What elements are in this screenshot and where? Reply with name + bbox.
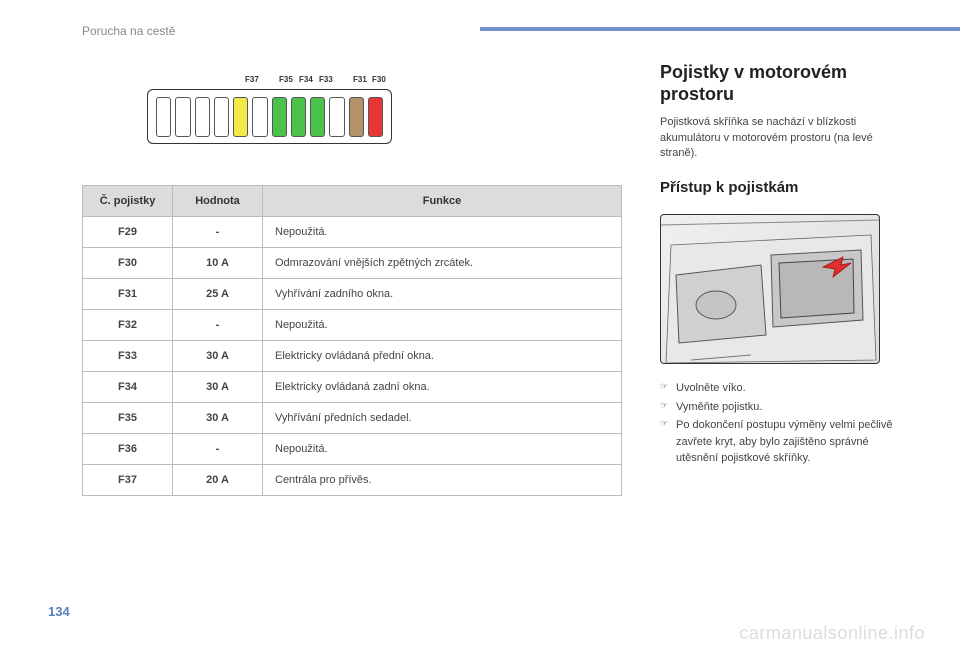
- table-cell: 30 A: [173, 372, 263, 403]
- table-cell: 25 A: [173, 279, 263, 310]
- fuse-label: F31: [353, 75, 367, 84]
- bullet-text: Vyměňte pojistku.: [676, 399, 762, 416]
- table-cell: Elektricky ovládaná přední okna.: [263, 341, 622, 372]
- fuse-slot: [272, 97, 287, 137]
- fuse-slot: [175, 97, 190, 137]
- table-row: F3125 AVyhřívání zadního okna.: [83, 279, 622, 310]
- table-cell: F32: [83, 310, 173, 341]
- table-row: F3430 AElektricky ovládaná zadní okna.: [83, 372, 622, 403]
- table-cell: F33: [83, 341, 173, 372]
- table-cell: Elektricky ovládaná zadní okna.: [263, 372, 622, 403]
- bullet-item: ☞Vyměňte pojistku.: [660, 399, 910, 416]
- table-cell: 30 A: [173, 341, 263, 372]
- table-row: F29-Nepoužitá.: [83, 217, 622, 248]
- table-header-id: Č. pojistky: [83, 186, 173, 217]
- fuse-table: Č. pojistky Hodnota Funkce F29-Nepoužitá…: [82, 185, 622, 496]
- table-cell: Nepoužitá.: [263, 217, 622, 248]
- section-header: Porucha na cestě: [82, 24, 175, 38]
- table-cell: -: [173, 310, 263, 341]
- page-number: 134: [48, 604, 70, 619]
- fuse-slot: [310, 97, 325, 137]
- table-cell: 10 A: [173, 248, 263, 279]
- table-cell: F34: [83, 372, 173, 403]
- table-cell: Odmrazování vnějších zpětných zrcátek.: [263, 248, 622, 279]
- watermark: carmanualsonline.info: [739, 623, 925, 644]
- fuse-diagram: F37 F35 F34 F33 F31 F30: [147, 75, 392, 145]
- fuse-slot: [368, 97, 383, 137]
- fuse-slot: [214, 97, 229, 137]
- left-column: F37F35F34F33F31F30 Č. pojistky Hodnota F…: [82, 75, 622, 496]
- table-cell: F35: [83, 403, 173, 434]
- table-cell: 20 A: [173, 465, 263, 496]
- table-row: F3330 AElektricky ovládaná přední okna.: [83, 341, 622, 372]
- fuse-label: F35: [279, 75, 293, 84]
- intro-text: Pojistková skříňka se nachází v blízkost…: [660, 115, 910, 161]
- fuse-slot: [349, 97, 364, 137]
- right-column: Pojistky v motorovém prostoru Pojistková…: [660, 62, 910, 469]
- bullet-marker-icon: ☞: [660, 417, 676, 467]
- fuse-slot: [252, 97, 267, 137]
- sub-heading: Přístup k pojistkám: [660, 179, 910, 196]
- fuse-label: F30: [372, 75, 386, 84]
- main-heading: Pojistky v motorovém prostoru: [660, 62, 910, 105]
- table-row: F32-Nepoužitá.: [83, 310, 622, 341]
- table-cell: F29: [83, 217, 173, 248]
- table-cell: -: [173, 217, 263, 248]
- table-cell: Nepoužitá.: [263, 310, 622, 341]
- table-header-function: Funkce: [263, 186, 622, 217]
- table-cell: Vyhřívání zadního okna.: [263, 279, 622, 310]
- table-cell: F31: [83, 279, 173, 310]
- table-cell: 30 A: [173, 403, 263, 434]
- table-row: F3010 AOdmrazování vnějších zpětných zrc…: [83, 248, 622, 279]
- table-cell: F30: [83, 248, 173, 279]
- fuse-label: F37: [245, 75, 259, 84]
- fuse-label: F33: [319, 75, 333, 84]
- bullet-item: ☞Uvolněte víko.: [660, 380, 910, 397]
- table-row: F36-Nepoužitá.: [83, 434, 622, 465]
- fuse-label: F34: [299, 75, 313, 84]
- fuse-slot: [156, 97, 171, 137]
- top-stripe: [480, 27, 960, 31]
- table-header-value: Hodnota: [173, 186, 263, 217]
- bullet-marker-icon: ☞: [660, 380, 676, 397]
- table-cell: -: [173, 434, 263, 465]
- table-cell: F37: [83, 465, 173, 496]
- fuse-slot: [329, 97, 344, 137]
- table-row: F3720 ACentrála pro přívěs.: [83, 465, 622, 496]
- table-row: F3530 AVyhřívání předních sedadel.: [83, 403, 622, 434]
- fuse-box: [147, 89, 392, 144]
- table-cell: Vyhřívání předních sedadel.: [263, 403, 622, 434]
- bullet-marker-icon: ☞: [660, 399, 676, 416]
- engine-diagram: [660, 214, 880, 364]
- bullet-text: Po dokončení postupu výměny velmi pečliv…: [676, 417, 910, 467]
- table-cell: Nepoužitá.: [263, 434, 622, 465]
- bullet-item: ☞Po dokončení postupu výměny velmi pečli…: [660, 417, 910, 467]
- bullet-list: ☞Uvolněte víko.☞Vyměňte pojistku.☞Po dok…: [660, 380, 910, 467]
- fuse-slot: [233, 97, 248, 137]
- table-cell: Centrála pro přívěs.: [263, 465, 622, 496]
- fuse-slot: [291, 97, 306, 137]
- table-cell: F36: [83, 434, 173, 465]
- bullet-text: Uvolněte víko.: [676, 380, 746, 397]
- fuse-slot: [195, 97, 210, 137]
- engine-svg: [661, 215, 880, 364]
